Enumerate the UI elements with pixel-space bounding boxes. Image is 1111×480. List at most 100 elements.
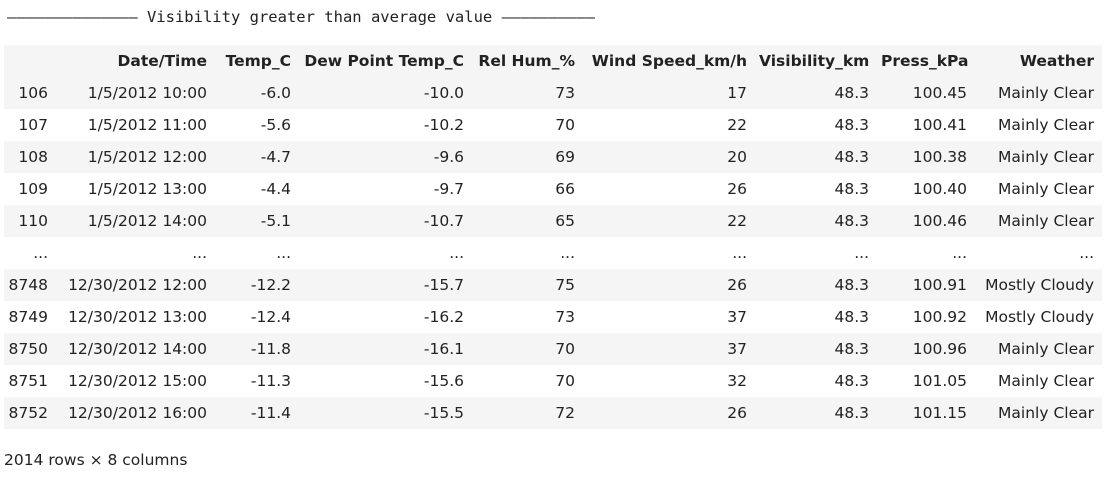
- weather-cell: Mainly Clear: [975, 77, 1102, 109]
- row-column-count: 2014 rows × 8 columns: [4, 451, 188, 469]
- datetime-cell: 1/5/2012 10:00: [56, 77, 215, 109]
- table-row: 8749 12/30/2012 13:00 -12.4 -16.2 73 37 48.3 10…: [4, 301, 1102, 333]
- datetime-cell: 12/30/2012 14:00: [56, 333, 215, 365]
- dewpoint-cell: -16.2: [299, 301, 472, 333]
- row-index: 8749: [4, 301, 56, 333]
- dewpoint-cell: -15.6: [299, 365, 472, 397]
- pressure-cell: 100.45: [877, 77, 975, 109]
- weather-cell: ...: [975, 237, 1102, 269]
- dewpoint-cell: -10.2: [299, 109, 472, 141]
- relhum-cell: 69: [472, 141, 583, 173]
- temp-cell: ...: [215, 237, 299, 269]
- relhum-cell: 75: [472, 269, 583, 301]
- windspeed-cell: 26: [583, 269, 755, 301]
- dewpoint-cell: -15.5: [299, 397, 472, 429]
- dewpoint-cell: -9.6: [299, 141, 472, 173]
- relhum-cell: 70: [472, 109, 583, 141]
- table-row: 8748 12/30/2012 12:00 -12.2 -15.7 75 26 48.3 10…: [4, 269, 1102, 301]
- windspeed-cell: 17: [583, 77, 755, 109]
- dewpoint-cell: ...: [299, 237, 472, 269]
- windspeed-cell: 37: [583, 333, 755, 365]
- weather-cell: Mainly Clear: [975, 365, 1102, 397]
- relhum-cell: 66: [472, 173, 583, 205]
- temp-cell: -12.4: [215, 301, 299, 333]
- datetime-cell: 12/30/2012 13:00: [56, 301, 215, 333]
- row-index: ...: [4, 237, 56, 269]
- windspeed-header: Wind Speed_km/h: [583, 45, 755, 77]
- table-row: 8752 12/30/2012 16:00 -11.4 -15.5 72 26 48.3 10…: [4, 397, 1102, 429]
- windspeed-cell: ...: [583, 237, 755, 269]
- row-index: 110: [4, 205, 56, 237]
- header-row: Date/Time Temp_C Dew Point Temp_C Rel Hum_%…: [4, 45, 1102, 77]
- datetime-cell: 1/5/2012 12:00: [56, 141, 215, 173]
- datetime-cell: 12/30/2012 16:00: [56, 397, 215, 429]
- datetime-cell: 1/5/2012 13:00: [56, 173, 215, 205]
- dewpoint-header: Dew Point Temp_C: [299, 45, 472, 77]
- temp-cell: -5.1: [215, 205, 299, 237]
- datetime-cell: 12/30/2012 15:00: [56, 365, 215, 397]
- visibility-cell: 48.3: [755, 269, 877, 301]
- dewpoint-cell: -10.0: [299, 77, 472, 109]
- visibility-header: Visibility_km: [755, 45, 877, 77]
- visibility-cell: 48.3: [755, 365, 877, 397]
- temp-header: Temp_C: [215, 45, 299, 77]
- table-body: 106 1/5/2012 10:00 -6.0 -10.0 73 17 48.3 100.45…: [4, 77, 1102, 429]
- visibility-cell: 48.3: [755, 141, 877, 173]
- windspeed-cell: 20: [583, 141, 755, 173]
- temp-cell: -12.2: [215, 269, 299, 301]
- weather-header: Weather: [975, 45, 1102, 77]
- index-header: [4, 45, 56, 77]
- windspeed-cell: 37: [583, 301, 755, 333]
- weather-cell: Mainly Clear: [975, 397, 1102, 429]
- table-row: 106 1/5/2012 10:00 -6.0 -10.0 73 17 48.3 100.45…: [4, 77, 1102, 109]
- pressure-cell: 100.46: [877, 205, 975, 237]
- pressure-cell: 100.38: [877, 141, 975, 173]
- relhum-cell: 72: [472, 397, 583, 429]
- dewpoint-cell: -15.7: [299, 269, 472, 301]
- pressure-cell: ...: [877, 237, 975, 269]
- relhum-cell: 73: [472, 301, 583, 333]
- temp-cell: -5.6: [215, 109, 299, 141]
- pressure-cell: 101.15: [877, 397, 975, 429]
- relhum-cell: 73: [472, 77, 583, 109]
- row-index: 8752: [4, 397, 56, 429]
- row-index: 8751: [4, 365, 56, 397]
- pressure-cell: 100.41: [877, 109, 975, 141]
- table-header: Date/Time Temp_C Dew Point Temp_C Rel Hum_%…: [4, 45, 1102, 77]
- temp-cell: -6.0: [215, 77, 299, 109]
- temp-cell: -4.4: [215, 173, 299, 205]
- windspeed-cell: 22: [583, 205, 755, 237]
- pressure-cell: 101.05: [877, 365, 975, 397]
- datetime-cell: 1/5/2012 11:00: [56, 109, 215, 141]
- table-row: 108 1/5/2012 12:00 -4.7 -9.6 69 20 48.3 100.38 M…: [4, 141, 1102, 173]
- dewpoint-cell: -10.7: [299, 205, 472, 237]
- pressure-cell: 100.92: [877, 301, 975, 333]
- datetime-header: Date/Time: [56, 45, 215, 77]
- weather-cell: Mainly Clear: [975, 205, 1102, 237]
- dewpoint-cell: -9.7: [299, 173, 472, 205]
- pressure-cell: 100.40: [877, 173, 975, 205]
- dewpoint-cell: -16.1: [299, 333, 472, 365]
- output-header-line: —————————————— Visibility greater than a…: [7, 8, 595, 26]
- windspeed-cell: 26: [583, 397, 755, 429]
- relhum-cell: 65: [472, 205, 583, 237]
- temp-cell: -11.4: [215, 397, 299, 429]
- pressure-cell: 100.96: [877, 333, 975, 365]
- windspeed-cell: 22: [583, 109, 755, 141]
- row-index: 106: [4, 77, 56, 109]
- table-row: 109 1/5/2012 13:00 -4.4 -9.7 66 26 48.3 100.40 M…: [4, 173, 1102, 205]
- relhum-cell: 70: [472, 365, 583, 397]
- temp-cell: -4.7: [215, 141, 299, 173]
- table-row: 107 1/5/2012 11:00 -5.6 -10.2 70 22 48.3 100.41…: [4, 109, 1102, 141]
- row-index: 8748: [4, 269, 56, 301]
- datetime-cell: 1/5/2012 14:00: [56, 205, 215, 237]
- row-index: 8750: [4, 333, 56, 365]
- weather-cell: Mainly Clear: [975, 333, 1102, 365]
- row-index: 107: [4, 109, 56, 141]
- datetime-cell: ...: [56, 237, 215, 269]
- visibility-cell: 48.3: [755, 109, 877, 141]
- weather-cell: Mainly Clear: [975, 141, 1102, 173]
- weather-cell: Mostly Cloudy: [975, 269, 1102, 301]
- weather-cell: Mainly Clear: [975, 109, 1102, 141]
- visibility-cell: ...: [755, 237, 877, 269]
